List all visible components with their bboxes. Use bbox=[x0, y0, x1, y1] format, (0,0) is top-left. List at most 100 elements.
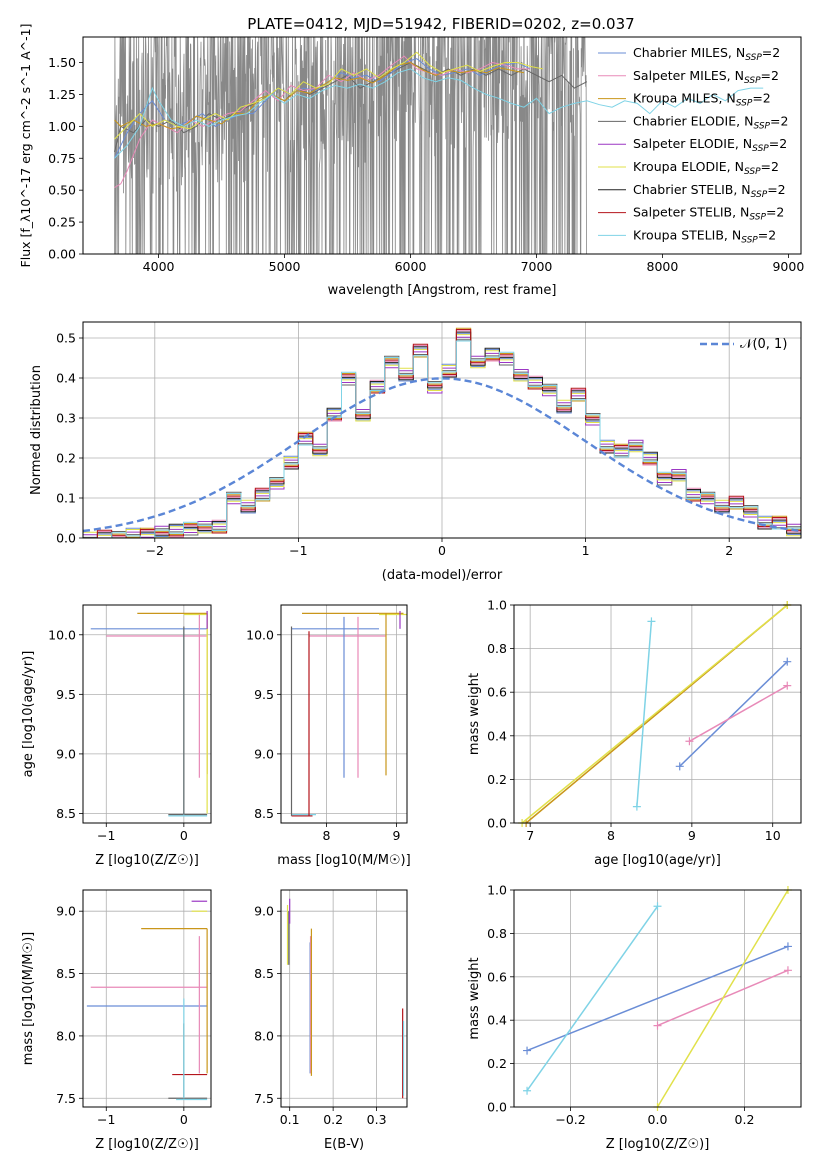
panel-mass-vs-Z: −1 0 7.5 8.0 8.5 9.0 Z [log10(Z/Z☉)] mass [log1… bbox=[21, 889, 212, 1152]
y-tick-label: 0.00 bbox=[48, 247, 76, 262]
y-tick-label: 0.1 bbox=[56, 491, 76, 506]
y-tick-label: 0.6 bbox=[487, 969, 507, 984]
y-tick-label: 0.2 bbox=[487, 772, 507, 787]
weight-marker bbox=[783, 966, 792, 975]
y-tick-label: 0.25 bbox=[48, 215, 76, 230]
legend-label: Kroupa ELODIE, NSSP=2 bbox=[633, 159, 779, 177]
x-tick-label: 0 bbox=[180, 828, 188, 843]
y-tick-label: 9.0 bbox=[56, 904, 76, 919]
panel-spectrum: 4000 5000 6000 7000 8000 9000 0.00 0.25 0.50 0.75… bbox=[18, 24, 804, 298]
x-tick-label: 8 bbox=[323, 828, 331, 843]
x-tick-label: 0.2 bbox=[735, 1112, 755, 1127]
x-axis-label: Z [log10(Z/Z☉)] bbox=[95, 853, 199, 868]
model-spectrum-line bbox=[114, 51, 543, 140]
y-axis-label: mass [log10(M/M☉)] bbox=[21, 932, 36, 1065]
y-tick-label: 7.5 bbox=[254, 1091, 274, 1106]
weight-marker bbox=[647, 617, 656, 626]
y-axis-label: age [log10(age/yr)] bbox=[21, 651, 36, 778]
weight-marker bbox=[783, 681, 792, 690]
weight-marker bbox=[783, 657, 792, 666]
weight-line bbox=[521, 604, 788, 824]
x-tick-label: 6000 bbox=[395, 259, 427, 274]
axes-frame bbox=[513, 604, 802, 824]
y-tick-label: 1.0 bbox=[487, 883, 507, 898]
y-tick-label: 0.6 bbox=[487, 685, 507, 700]
axes-frame bbox=[82, 889, 212, 1108]
y-tick-label: 0.0 bbox=[487, 816, 507, 831]
weight-line bbox=[526, 905, 659, 1092]
histogram-step-line bbox=[82, 334, 801, 539]
figure-title: PLATE=0412, MJD=51942, FIBERID=0202, z=0… bbox=[247, 15, 634, 33]
weight-line bbox=[656, 889, 789, 1108]
legend-label: Chabrier MILES, NSSP=2 bbox=[633, 45, 780, 63]
x-tick-label: 0.2 bbox=[323, 1112, 343, 1127]
x-tick-label: 0 bbox=[180, 1112, 188, 1127]
x-axis-label: age [log10(age/yr)] bbox=[594, 853, 721, 868]
y-tick-label: 9.5 bbox=[254, 687, 274, 702]
x-tick-label: 7 bbox=[526, 828, 534, 843]
x-tick-label: 4000 bbox=[143, 259, 175, 274]
panel-age-vs-mass: 8 9 8.5 9.0 9.5 10.0 mass [log10(M/M☉)] bbox=[246, 604, 411, 868]
x-tick-label: 0.3 bbox=[367, 1112, 387, 1127]
y-tick-label: 0.4 bbox=[487, 728, 507, 743]
panel-weight-vs-Z: −0.2 0.0 0.2 0.0 0.2 0.4 0.6 0.8 1.0 Z [log10(Z/Z… bbox=[467, 883, 802, 1152]
y-tick-label: 8.5 bbox=[56, 806, 76, 821]
panel-weight-vs-age: 7 8 9 10 0.0 0.2 0.4 0.6 0.8 1.0 age [log10(age/yr… bbox=[467, 598, 802, 868]
y-tick-label: 8.5 bbox=[254, 806, 274, 821]
weight-marker bbox=[653, 1021, 662, 1030]
x-tick-label: 5000 bbox=[269, 259, 301, 274]
x-tick-label: −1 bbox=[97, 1112, 115, 1127]
legend-label: Kroupa MILES, NSSP=2 bbox=[633, 91, 771, 109]
x-tick-label: 9000 bbox=[772, 259, 804, 274]
y-tick-label: 9.0 bbox=[254, 904, 274, 919]
y-tick-label: 1.50 bbox=[48, 55, 76, 70]
weight-marker bbox=[632, 802, 641, 811]
weight-line bbox=[679, 661, 788, 767]
y-tick-label: 8.0 bbox=[254, 1028, 274, 1043]
weight-marker bbox=[523, 1046, 532, 1055]
y-tick-label: 1.0 bbox=[487, 598, 507, 613]
y-tick-label: 9.0 bbox=[56, 746, 76, 761]
weight-marker bbox=[783, 942, 792, 951]
y-axis-label: mass weight bbox=[467, 673, 482, 755]
x-axis-label: wavelength [Angstrom, rest frame] bbox=[328, 283, 557, 298]
spectrum-plot-area bbox=[114, 37, 764, 254]
y-tick-label: 0.8 bbox=[487, 641, 507, 656]
y-axis-label: Flux [f_λ10^-17 erg cm^-2 s^-1 A^-1] bbox=[18, 24, 33, 268]
x-tick-label: 9 bbox=[393, 828, 401, 843]
x-tick-label: 1 bbox=[582, 543, 590, 558]
y-tick-label: 7.5 bbox=[56, 1091, 76, 1106]
histogram-step-line bbox=[83, 340, 801, 539]
model-spectrum-line bbox=[114, 68, 764, 159]
x-tick-label: −1 bbox=[289, 543, 307, 558]
axes-frame bbox=[82, 604, 212, 824]
y-tick-label: 0.2 bbox=[487, 1056, 507, 1071]
weight-marker bbox=[653, 902, 662, 911]
x-tick-label: 8000 bbox=[647, 259, 679, 274]
y-axis-label: mass weight bbox=[467, 957, 482, 1039]
weight-marker bbox=[685, 737, 694, 746]
y-tick-label: 10.0 bbox=[246, 627, 274, 642]
weight-marker bbox=[675, 762, 684, 771]
weight-line bbox=[689, 685, 788, 742]
legend-label: Salpeter MILES, NSSP=2 bbox=[633, 68, 779, 86]
observed-spectrum-line bbox=[114, 37, 587, 254]
x-axis-label: mass [log10(M/M☉)] bbox=[277, 853, 410, 868]
x-tick-label: −1 bbox=[97, 828, 115, 843]
y-tick-label: 8.5 bbox=[56, 966, 76, 981]
legend-label: Kroupa STELIB, NSSP=2 bbox=[633, 227, 776, 245]
legend-label: Salpeter STELIB, NSSP=2 bbox=[633, 205, 784, 223]
y-tick-label: 0.75 bbox=[48, 151, 76, 166]
x-tick-label: 0.1 bbox=[280, 1112, 300, 1127]
y-tick-label: 0.2 bbox=[56, 451, 76, 466]
gaussian-reference-curve bbox=[82, 377, 802, 533]
axes-frame bbox=[82, 36, 802, 255]
weight-line bbox=[636, 621, 653, 807]
x-axis-label: E(B-V) bbox=[324, 1137, 364, 1152]
x-tick-label: 10 bbox=[765, 828, 781, 843]
y-tick-label: 0.50 bbox=[48, 183, 76, 198]
x-tick-label: 7000 bbox=[521, 259, 553, 274]
x-tick-label: 2 bbox=[725, 543, 733, 558]
y-tick-label: 1.25 bbox=[48, 87, 76, 102]
